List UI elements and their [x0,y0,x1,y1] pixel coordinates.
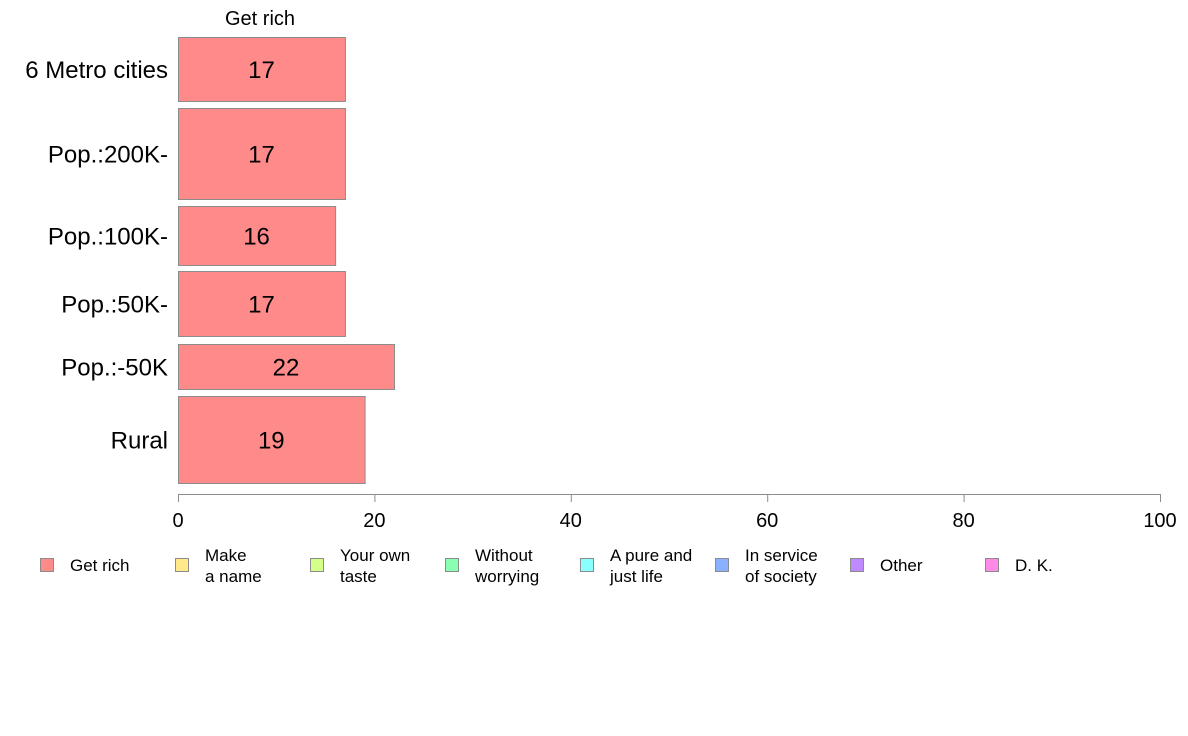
category-label: Pop.:200K- [48,142,168,169]
legend-swatch [175,558,189,572]
x-tick-label: 0 [172,510,183,532]
legend-swatch [445,558,459,572]
bar [178,108,346,200]
x-tick-label: 40 [560,510,582,532]
bars-group: 17 6 Metro cities 17 Pop.:200K- 16 Pop.:100K-… [25,37,396,484]
category-label: Pop.:50K- [61,292,168,319]
bar [178,396,366,484]
panel-title: Get rich [225,8,295,30]
legend-label: Make a name [205,546,262,586]
legend-swatch [580,558,594,572]
bar [178,37,346,102]
legend-label: Without worrying [474,546,539,586]
legend-label: Your own taste [340,546,410,586]
category-label: Rural [111,428,168,455]
legend: Get rich Make a name Your own taste Without wo… [40,546,1053,586]
bar-value-label: 17 [248,57,275,84]
legend-swatch [310,558,324,572]
category-label: Pop.:100K- [48,224,168,251]
legend-swatch [985,558,999,572]
x-tick-label: 80 [952,510,974,532]
category-label: 6 Metro cities [25,57,168,84]
legend-swatch [850,558,864,572]
bar-value-label: 22 [273,355,300,382]
x-axis: 0 20 40 60 80 100 [172,494,1177,532]
bar [178,206,337,266]
bar-value-label: 16 [243,224,270,251]
legend-label: In service of society [745,546,818,586]
x-tick-label: 20 [363,510,385,532]
bar [178,344,396,390]
bar-value-label: 17 [248,292,275,319]
bar-value-label: 19 [258,428,285,455]
x-tick-label: 100 [1143,510,1176,532]
bar [178,271,346,337]
category-label: Pop.:-50K [61,355,168,382]
legend-label: D. K. [1015,556,1053,575]
legend-swatch [40,558,54,572]
legend-label: Get rich [70,556,130,575]
x-tick-label: 60 [756,510,778,532]
legend-label: A pure and just life [609,546,692,586]
legend-label: Other [880,556,923,575]
legend-swatch [715,558,729,572]
bar-value-label: 17 [248,142,275,169]
